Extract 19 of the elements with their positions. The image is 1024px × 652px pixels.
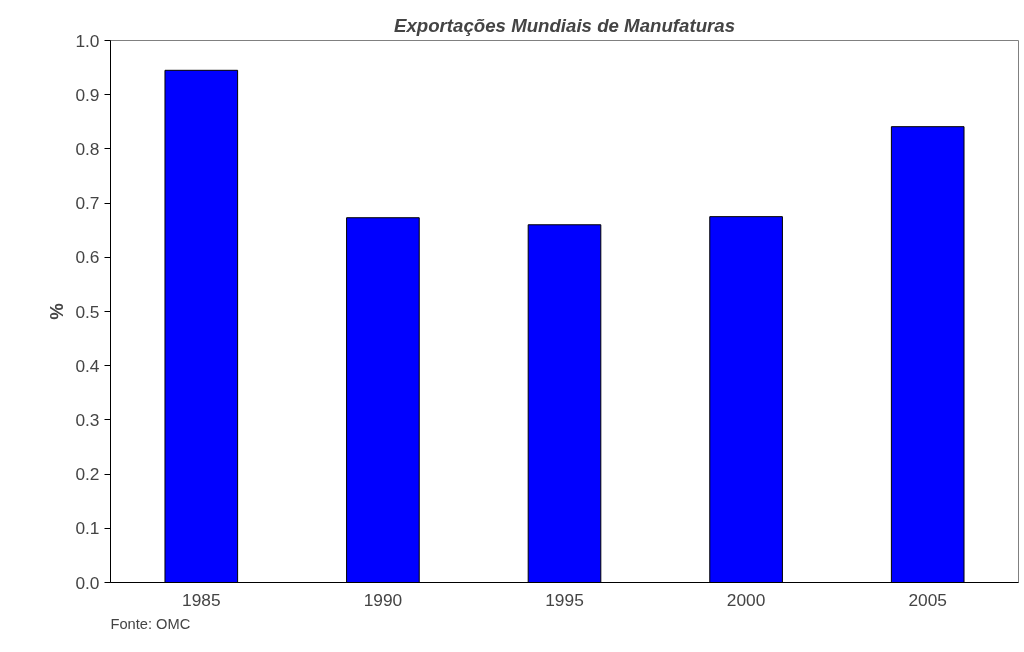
y-tick-label: 0.6 (75, 247, 100, 268)
y-tick-label: 1.0 (75, 30, 100, 51)
y-tick-label: 0.5 (75, 301, 100, 322)
y-tick-label: 0.9 (75, 84, 100, 105)
x-tick-label: 2000 (726, 589, 766, 610)
y-tick-label: 0.3 (75, 409, 100, 430)
x-tick-label: 1995 (545, 589, 584, 610)
y-tick-label: 0.1 (75, 518, 100, 539)
x-tick-label: 2005 (908, 589, 947, 610)
x-tick-label: 1990 (363, 589, 403, 610)
source-note: Fonte: OMC (110, 615, 191, 632)
y-tick-label: 0.2 (75, 464, 100, 485)
y-axis-title: % (46, 302, 68, 320)
y-tick-label: 0.7 (75, 193, 100, 214)
x-tick-label: 1985 (182, 589, 221, 610)
y-tick-label: 0.4 (75, 355, 100, 376)
y-tick-label: 0.0 (75, 572, 100, 593)
chart-title: Exportações Mundiais de Manufaturas (393, 14, 736, 36)
y-tick-label: 0.8 (75, 138, 100, 159)
